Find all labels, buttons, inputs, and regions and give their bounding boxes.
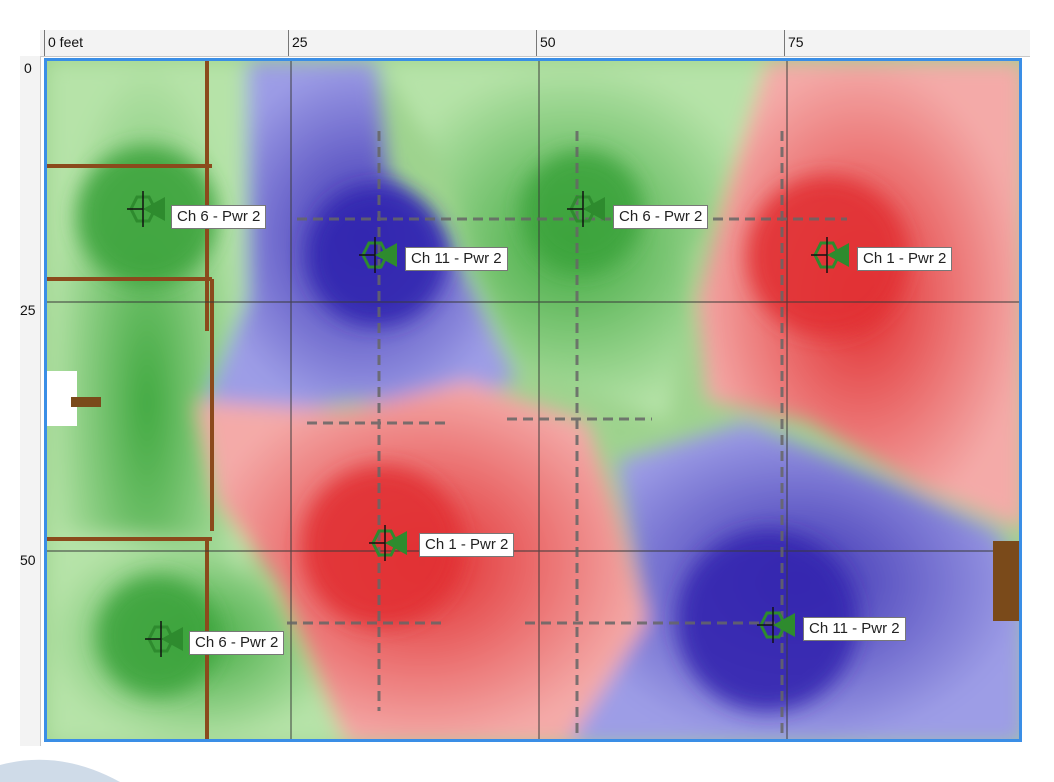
x-tick-label: 50 — [540, 34, 556, 50]
wifi-ap-icon — [359, 237, 397, 273]
ap-label: Ch 6 - Pwr 2 — [189, 631, 285, 655]
door-icon — [993, 541, 1019, 621]
hallway-lines — [287, 131, 847, 739]
ap-label: Ch 1 - Pwr 2 — [857, 247, 953, 271]
ap-marker[interactable] — [359, 237, 399, 277]
ap-label: Ch 11 - Pwr 2 — [405, 247, 508, 271]
door-icon — [71, 397, 101, 407]
wifi-ap-icon — [127, 191, 165, 227]
ruler-tick — [288, 30, 289, 56]
ap-marker[interactable] — [145, 621, 185, 661]
wifi-ap-icon — [757, 607, 795, 643]
ap-marker[interactable] — [567, 191, 607, 231]
y-tick-label: 0 — [24, 60, 32, 76]
ruler-tick — [536, 30, 537, 56]
x-tick-label: 75 — [788, 34, 804, 50]
wifi-ap-icon — [811, 237, 849, 273]
wifi-ap-icon — [567, 191, 605, 227]
ap-marker[interactable] — [369, 525, 409, 565]
coverage-heatmap[interactable]: Ch 6 - Pwr 2 Ch 11 - Pwr 2 Ch 6 - Pwr 2 — [44, 58, 1022, 742]
y-tick-label: 25 — [20, 302, 36, 318]
ap-marker[interactable] — [127, 191, 167, 231]
ruler-tick — [784, 30, 785, 56]
x-tick-label: 25 — [292, 34, 308, 50]
ap-label: Ch 6 - Pwr 2 — [613, 205, 709, 229]
wifi-ap-icon — [145, 621, 183, 657]
ruler-tick — [44, 30, 45, 56]
ap-marker[interactable] — [811, 237, 851, 277]
ap-label: Ch 11 - Pwr 2 — [803, 617, 906, 641]
vertical-ruler: 0 25 50 — [20, 56, 41, 746]
ap-label: Ch 1 - Pwr 2 — [419, 533, 515, 557]
wifi-ap-icon — [369, 525, 407, 561]
ap-marker[interactable] — [757, 607, 797, 647]
decorative-swoosh — [0, 759, 120, 782]
grid-lines — [47, 61, 1019, 739]
horizontal-ruler: 0 feet 25 50 75 — [40, 30, 1030, 57]
y-tick-label: 50 — [20, 552, 36, 568]
ap-label: Ch 6 - Pwr 2 — [171, 205, 267, 229]
x-tick-label: 0 feet — [48, 34, 84, 50]
